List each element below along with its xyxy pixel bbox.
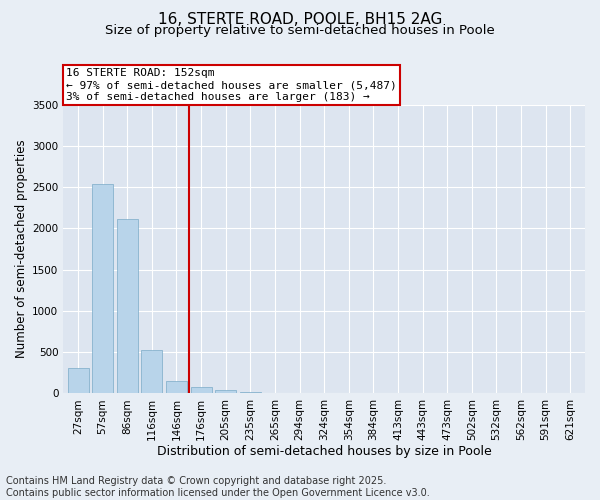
Bar: [68, 368, 89, 394]
Y-axis label: Number of semi-detached properties: Number of semi-detached properties: [15, 140, 28, 358]
Bar: [215, 390, 236, 394]
Bar: [191, 386, 212, 394]
Text: 16 STERTE ROAD: 152sqm
← 97% of semi-detached houses are smaller (5,487)
3% of s: 16 STERTE ROAD: 152sqm ← 97% of semi-det…: [66, 68, 397, 102]
Bar: [142, 350, 163, 394]
Text: 16, STERTE ROAD, POOLE, BH15 2AG: 16, STERTE ROAD, POOLE, BH15 2AG: [158, 12, 442, 28]
Bar: [117, 219, 138, 394]
Text: Size of property relative to semi-detached houses in Poole: Size of property relative to semi-detach…: [105, 24, 495, 37]
X-axis label: Distribution of semi-detached houses by size in Poole: Distribution of semi-detached houses by …: [157, 444, 491, 458]
Bar: [166, 381, 187, 394]
Bar: [92, 184, 113, 394]
Text: Contains HM Land Registry data © Crown copyright and database right 2025.
Contai: Contains HM Land Registry data © Crown c…: [6, 476, 430, 498]
Bar: [240, 392, 261, 394]
Bar: [265, 392, 286, 394]
